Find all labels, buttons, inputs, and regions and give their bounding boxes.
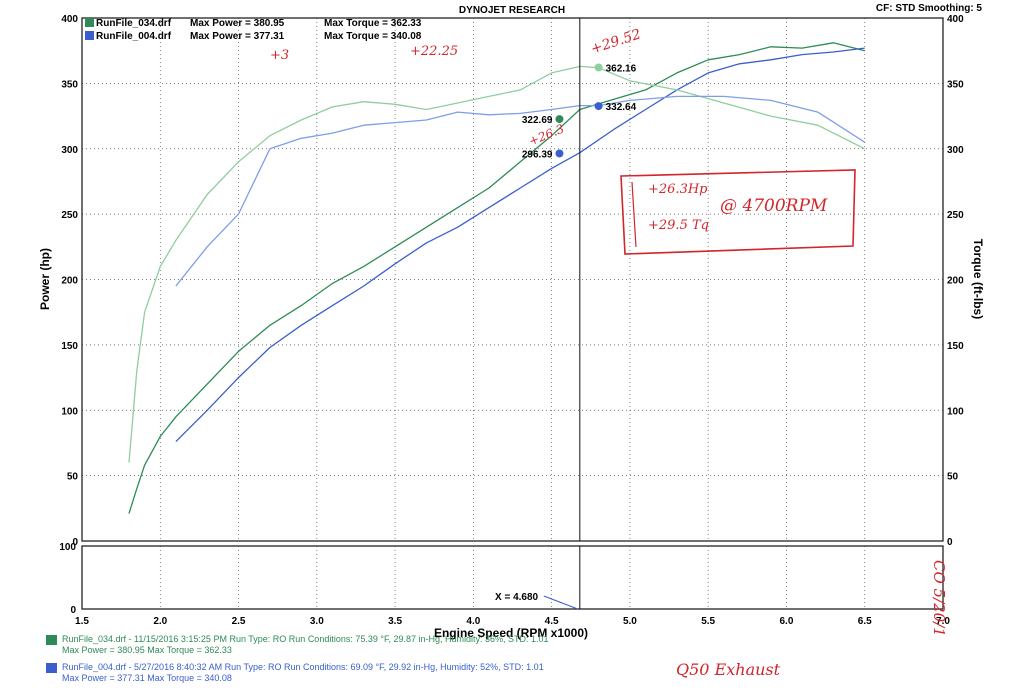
note-side: CO 5/20/1 (930, 560, 948, 637)
y2-tick-label: 350 (947, 79, 964, 90)
y2-tick-label: 200 (947, 276, 964, 287)
y2-tick-label: 400 (947, 14, 964, 25)
y-tick-label: 150 (61, 341, 78, 352)
series-line-4 (175, 95, 866, 287)
tick-labels: 1.5 2.0 2.5 3.0 3.5 4.0 4.5 5.0 5.5 6.0 6.5 7.0 0 50 1… (59, 14, 964, 627)
axes (81, 17, 944, 610)
x-tick-label: 4.5 (545, 616, 559, 627)
legend-1-torque: Max Torque = 362.33 (324, 18, 422, 29)
y2-axis-label: Torque (ft-lbs) (971, 239, 985, 319)
legend-swatch-1 (85, 18, 94, 27)
x-tick-label: 6.5 (858, 616, 872, 627)
y2-tick-label: 300 (947, 145, 964, 156)
lower-panel-trace (543, 595, 578, 610)
note-box-rpm: @ 4700RPM (720, 196, 828, 216)
y-tick-label: 0 (72, 537, 78, 548)
lower-y-tick-label: 0 (70, 605, 76, 616)
lower-y-tick-label: 100 (59, 542, 76, 553)
y2-tick-label: 0 (947, 537, 953, 548)
cursor-marker-label: 362.16 (606, 63, 637, 74)
note-exhaust: Q50 Exhaust (676, 660, 781, 679)
cursor-readout: X = 4.680 (495, 592, 539, 603)
y2-tick-label: 100 (947, 406, 964, 417)
x-axis-label: Engine Speed (RPM x1000) (434, 626, 588, 640)
footer-run-1-line1: RunFile_034.drf - 11/15/2016 3:15:25 PM … (62, 634, 549, 644)
chart-title: DYNOJET RESEARCH (459, 5, 565, 16)
note-box-hp: +26.3Hp (648, 182, 708, 197)
y-tick-label: 250 (61, 210, 78, 221)
x-tick-label: 5.0 (623, 616, 637, 627)
cursor-marker-dot (555, 149, 564, 158)
legend: RunFile_034.drf Max Power = 380.95 Max T… (85, 18, 422, 42)
series-line-3 (128, 65, 865, 463)
x-tick-label: 3.0 (310, 616, 324, 627)
series-line-1 (128, 42, 865, 514)
y2-tick-label: 50 (947, 472, 959, 483)
cursor-markers: 362.16 332.64 322.69 296.39 (522, 18, 637, 610)
x-tick-label: 4.0 (466, 616, 480, 627)
cursor-marker-label: 322.69 (522, 115, 553, 126)
series (128, 42, 866, 514)
y-tick-label: 300 (61, 145, 78, 156)
note-box-tq: +29.5 Tq (648, 218, 709, 233)
y-tick-label: 100 (61, 406, 78, 417)
y-tick-label: 50 (67, 472, 79, 483)
y-tick-label: 350 (61, 79, 78, 90)
y-tick-label: 400 (61, 14, 78, 25)
cursor-marker-dot (594, 63, 603, 72)
annotation-box (620, 169, 856, 255)
x-tick-label: 2.0 (153, 616, 167, 627)
cursor-marker-label: 296.39 (522, 149, 553, 160)
annotation-box-inner-line (631, 181, 637, 248)
y2-tick-label: 150 (947, 341, 964, 352)
x-tick-label: 2.5 (232, 616, 246, 627)
series-line-2 (175, 47, 865, 443)
footer-run-2-line2: Max Power = 377.31 Max Torque = 340.08 (62, 673, 232, 683)
chart-settings: CF: STD Smoothing: 5 (876, 3, 983, 14)
footer-run-1: RunFile_034.drf - 11/15/2016 3:15:25 PM … (46, 634, 549, 656)
main-plot-frame (81, 17, 944, 542)
y-axis-label: Power (hp) (38, 248, 52, 310)
footer-run-2-line1: RunFile_004.drf - 5/27/2016 8:40:32 AM R… (62, 662, 544, 672)
legend-1-power: Max Power = 380.95 (190, 18, 285, 29)
y2-tick-label: 250 (947, 210, 964, 221)
note-plus22: +22.25 (410, 44, 459, 59)
legend-2-power: Max Power = 377.31 (190, 31, 285, 42)
cursor-marker-label: 332.64 (606, 102, 637, 113)
x-tick-label: 1.5 (75, 616, 89, 627)
footer-run-2: RunFile_004.drf - 5/27/2016 8:40:32 AM R… (46, 662, 544, 684)
cursor-marker-dot (555, 115, 564, 124)
note-plus3: +3 (270, 48, 290, 63)
cursor-marker-dot (594, 102, 603, 111)
x-tick-label: 5.5 (701, 616, 715, 627)
legend-2-file: RunFile_004.drf (96, 31, 172, 42)
x-tick-label: 6.0 (780, 616, 794, 627)
footer-run-1-line2: Max Power = 380.95 Max Torque = 362.33 (62, 645, 232, 655)
legend-swatch-2 (85, 31, 94, 40)
lower-plot-frame (81, 545, 944, 610)
y-tick-label: 200 (61, 276, 78, 287)
x-tick-label: 3.5 (388, 616, 402, 627)
legend-1-file: RunFile_034.drf (96, 18, 172, 29)
footer-swatch-1 (46, 635, 57, 645)
footer-swatch-2 (46, 663, 57, 673)
x-tick-label: 7.0 (936, 616, 950, 627)
legend-2-torque: Max Torque = 340.08 (324, 31, 422, 42)
grid (82, 18, 943, 609)
